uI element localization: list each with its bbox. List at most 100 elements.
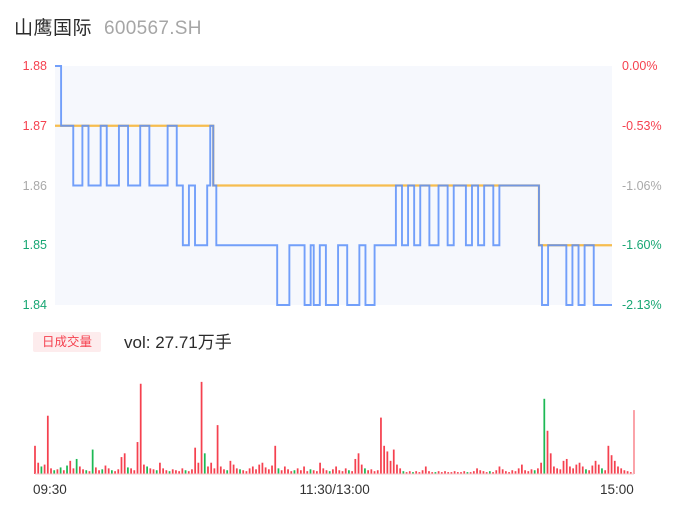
volume-bar <box>383 445 386 474</box>
volume-bar <box>511 470 514 474</box>
volume-bar <box>149 468 152 474</box>
volume-bar <box>332 469 334 474</box>
volume-bar <box>91 449 94 474</box>
volume-bar <box>344 468 347 474</box>
volume-bar <box>424 466 427 474</box>
y-axis-right-tick: 0.00% <box>622 59 658 73</box>
volume-bar <box>66 465 68 474</box>
volume-bar <box>210 462 213 474</box>
volume-bar <box>565 458 568 474</box>
volume-bar <box>117 469 120 474</box>
volume-bar <box>245 471 248 474</box>
volume-bar <box>229 460 232 474</box>
y-axis-right-tick: -2.13% <box>622 298 662 312</box>
volume-bar <box>623 470 626 474</box>
volume-bar <box>501 469 504 474</box>
volume-bar <box>607 445 610 474</box>
volume-bar <box>591 465 594 474</box>
volume-bar <box>59 467 62 474</box>
volume-bar <box>136 442 139 474</box>
x-axis-tick: 11:30/13:00 <box>299 482 370 497</box>
y-axis-left-tick: 1.88 <box>22 59 47 73</box>
volume-bar <box>46 415 49 474</box>
volume-bar <box>585 469 587 474</box>
volume-bar <box>187 471 190 474</box>
y-axis-right-tick: -1.06% <box>622 178 662 193</box>
volume-bar <box>428 471 430 474</box>
volume-bar <box>242 470 245 474</box>
volume-bar <box>50 468 52 474</box>
volume-bar <box>200 381 203 474</box>
volume-bar <box>581 466 584 474</box>
volume-bar <box>341 471 344 474</box>
volume-bar <box>578 462 581 474</box>
volume-bar <box>235 468 238 474</box>
volume-bar <box>274 445 277 474</box>
volume-bar <box>94 467 97 474</box>
volume-bar <box>412 472 414 474</box>
volume-bar <box>453 471 456 474</box>
volume-bar <box>280 470 283 474</box>
volume-bar <box>376 470 379 474</box>
volume-bar <box>213 468 216 474</box>
volume-bar <box>469 472 472 474</box>
y-axis-right-tick: -0.53% <box>622 118 662 133</box>
volume-bar <box>287 469 289 474</box>
volume-bar <box>277 468 280 474</box>
volume-bar <box>601 468 603 474</box>
volume-badge[interactable]: 日成交量 <box>33 331 102 353</box>
volume-bar <box>78 466 81 474</box>
volume-bar <box>293 470 296 474</box>
volume-bar <box>191 469 193 474</box>
volume-bar <box>111 470 113 474</box>
volume-bar <box>226 470 229 474</box>
y-axis-left-tick: 1.85 <box>22 238 47 253</box>
volume-bar <box>588 470 591 474</box>
volume-bar <box>75 458 78 474</box>
volume-bar <box>69 460 72 474</box>
volume-bar <box>72 468 75 474</box>
volume-bar <box>460 472 462 474</box>
volume-bar <box>165 470 168 474</box>
volume-bar <box>626 471 629 474</box>
volume-bar <box>290 471 293 474</box>
volume-bar <box>101 469 104 474</box>
volume-bar <box>370 469 373 474</box>
volume-bar <box>437 471 440 474</box>
volume-bar <box>479 470 482 474</box>
volume-bar <box>540 462 542 474</box>
volume-bar <box>440 472 443 474</box>
volume-bar <box>37 462 40 474</box>
volume-bar <box>562 460 565 474</box>
y-axis-left-tick: 1.87 <box>22 118 47 133</box>
volume-bar <box>569 466 571 474</box>
volume-bar <box>309 469 312 474</box>
price-chart[interactable]: 1.88 1.87 1.86 1.85 1.84 0.00% -0.53% -1.06% -1.… <box>0 48 686 316</box>
volume-bar <box>296 468 299 474</box>
volume-bar <box>143 464 145 474</box>
volume-bar <box>104 465 107 474</box>
volume-bar <box>114 471 116 474</box>
volume-bar <box>533 470 536 474</box>
volume-bar <box>306 471 309 474</box>
volume-bar <box>386 451 389 474</box>
volume-bar <box>527 471 530 474</box>
volume-bar <box>360 464 363 474</box>
volume-bar <box>553 466 555 474</box>
volume-bar <box>617 466 619 474</box>
volume-bar <box>524 470 526 474</box>
volume-bar <box>373 471 376 474</box>
volume-chart[interactable] <box>0 366 686 478</box>
volume-bar <box>447 472 450 474</box>
volume-bar <box>335 466 337 474</box>
y-axis-left-tick: 1.84 <box>22 298 47 312</box>
volume-bar <box>495 470 498 474</box>
volume-bar <box>159 462 161 474</box>
volume-bar <box>488 471 491 474</box>
volume-bar <box>521 464 523 474</box>
volume-bar <box>431 472 434 474</box>
stock-code: 600567.SH <box>104 18 202 39</box>
volume-bar <box>123 453 126 474</box>
price-chart-svg <box>55 65 612 306</box>
